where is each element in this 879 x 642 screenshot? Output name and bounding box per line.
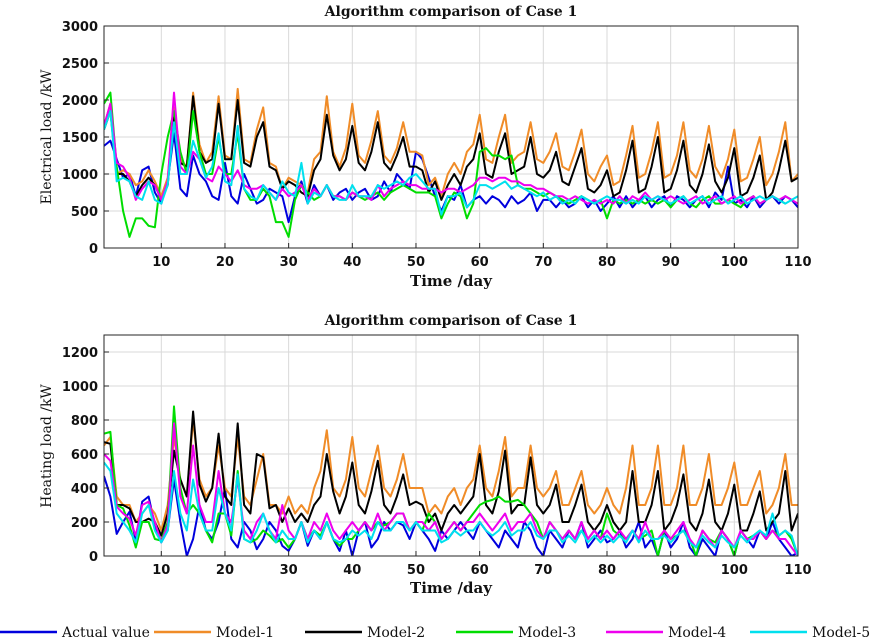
legend-label-6: Model-5: [812, 625, 870, 641]
legend-label-1: Actual value: [61, 625, 150, 641]
y-tick-label-electrical: 3000: [62, 20, 98, 35]
x-axis-label-heating: Time /day: [410, 579, 493, 597]
y-tick-label-heating: 400: [71, 482, 98, 497]
y-axis-label-electrical: Electrical load /kW: [39, 69, 55, 205]
series-line-model-2-heating: [104, 410, 798, 537]
legend-label-3: Model-2: [367, 625, 425, 641]
x-tick-label-electrical: 30: [280, 255, 298, 270]
y-tick-label-heating: 0: [89, 550, 98, 565]
y-tick-label-heating: 1000: [62, 380, 98, 395]
gridlines-electrical: [104, 25, 799, 248]
y-tick-label-electrical: 500: [71, 205, 98, 220]
y-tick-label-electrical: 0: [89, 242, 98, 257]
y-tick-label-electrical: 1000: [62, 168, 98, 183]
x-tick-label-electrical: 100: [721, 255, 748, 270]
y-tick-label-heating: 1200: [62, 346, 98, 361]
y-tick-label-heating: 600: [71, 448, 98, 463]
series-line-model-5-heating: [104, 461, 798, 556]
x-tick-label-electrical: 20: [216, 255, 234, 270]
series-line-model-2-electrical: [104, 95, 798, 201]
x-tick-label-electrical: 80: [598, 255, 616, 270]
x-tick-label-heating: 80: [598, 563, 616, 578]
x-tick-label-electrical: 110: [784, 255, 811, 270]
plot-frame-heating: [103, 334, 799, 557]
y-tick-label-electrical: 1500: [62, 131, 98, 146]
y-ticks-heating: 0 200 400 600 800 1000 1200: [62, 346, 109, 565]
x-tick-label-heating: 10: [152, 563, 170, 578]
x-tick-label-heating: 70: [534, 563, 552, 578]
y-ticks-electrical: 0 500 1000 1500 2000 2500 3000: [62, 20, 109, 257]
chart-title-electrical: Algorithm comparison of Case 1: [324, 4, 578, 20]
x-tick-label-electrical: 90: [662, 255, 680, 270]
x-tick-label-electrical: 60: [471, 255, 489, 270]
series-group-electrical: [104, 87, 798, 238]
x-tick-label-electrical: 10: [152, 255, 170, 270]
series-line-model-5-electrical: [104, 110, 798, 216]
x-tick-label-heating: 20: [216, 563, 234, 578]
series-line-model-3-electrical: [104, 91, 786, 238]
x-tick-label-electrical: 40: [343, 255, 361, 270]
series-line-model-1-heating: [104, 419, 798, 532]
legend-label-5: Model-4: [668, 625, 726, 641]
x-ticks-heating: 10 20 30 40 50 60 70 80 90 100 110: [152, 551, 812, 578]
y-tick-label-electrical: 2500: [62, 57, 98, 72]
x-tick-label-heating: 90: [662, 563, 680, 578]
y-tick-label-heating: 200: [71, 516, 98, 531]
legend-label-2: Model-1: [216, 625, 274, 641]
x-tick-label-heating: 60: [471, 563, 489, 578]
series-group-heating: [104, 405, 798, 556]
x-tick-label-electrical: 70: [534, 255, 552, 270]
x-tick-label-heating: 50: [407, 563, 425, 578]
y-tick-label-heating: 800: [71, 414, 98, 429]
series-line-model-4-heating: [104, 422, 798, 556]
y-tick-label-electrical: 2000: [62, 94, 98, 109]
x-axis-label-electrical: Time /day: [410, 272, 493, 290]
legend-label-4: Model-3: [518, 625, 576, 641]
x-ticks-electrical: 10 20 30 40 50 60 70 80 90 100 110: [152, 243, 812, 270]
heating-load-chart: Algorithm comparison of Case 1 0 200 400 60…: [39, 313, 812, 597]
x-tick-label-heating: 110: [784, 563, 811, 578]
x-tick-label-electrical: 50: [407, 255, 425, 270]
x-tick-label-heating: 100: [721, 563, 748, 578]
electrical-load-chart: Algorithm comparison of Case 1 0 500 1000 1…: [39, 4, 812, 290]
y-axis-label-heating: Heating load /kW: [39, 384, 55, 508]
chart-title-heating: Algorithm comparison of Case 1: [324, 313, 578, 329]
x-tick-label-heating: 40: [343, 563, 361, 578]
legend: Actual value Model-1 Model-2 Model-3 Model-4…: [0, 625, 870, 641]
series-line-model-4-electrical: [104, 91, 798, 205]
x-tick-label-heating: 30: [280, 563, 298, 578]
